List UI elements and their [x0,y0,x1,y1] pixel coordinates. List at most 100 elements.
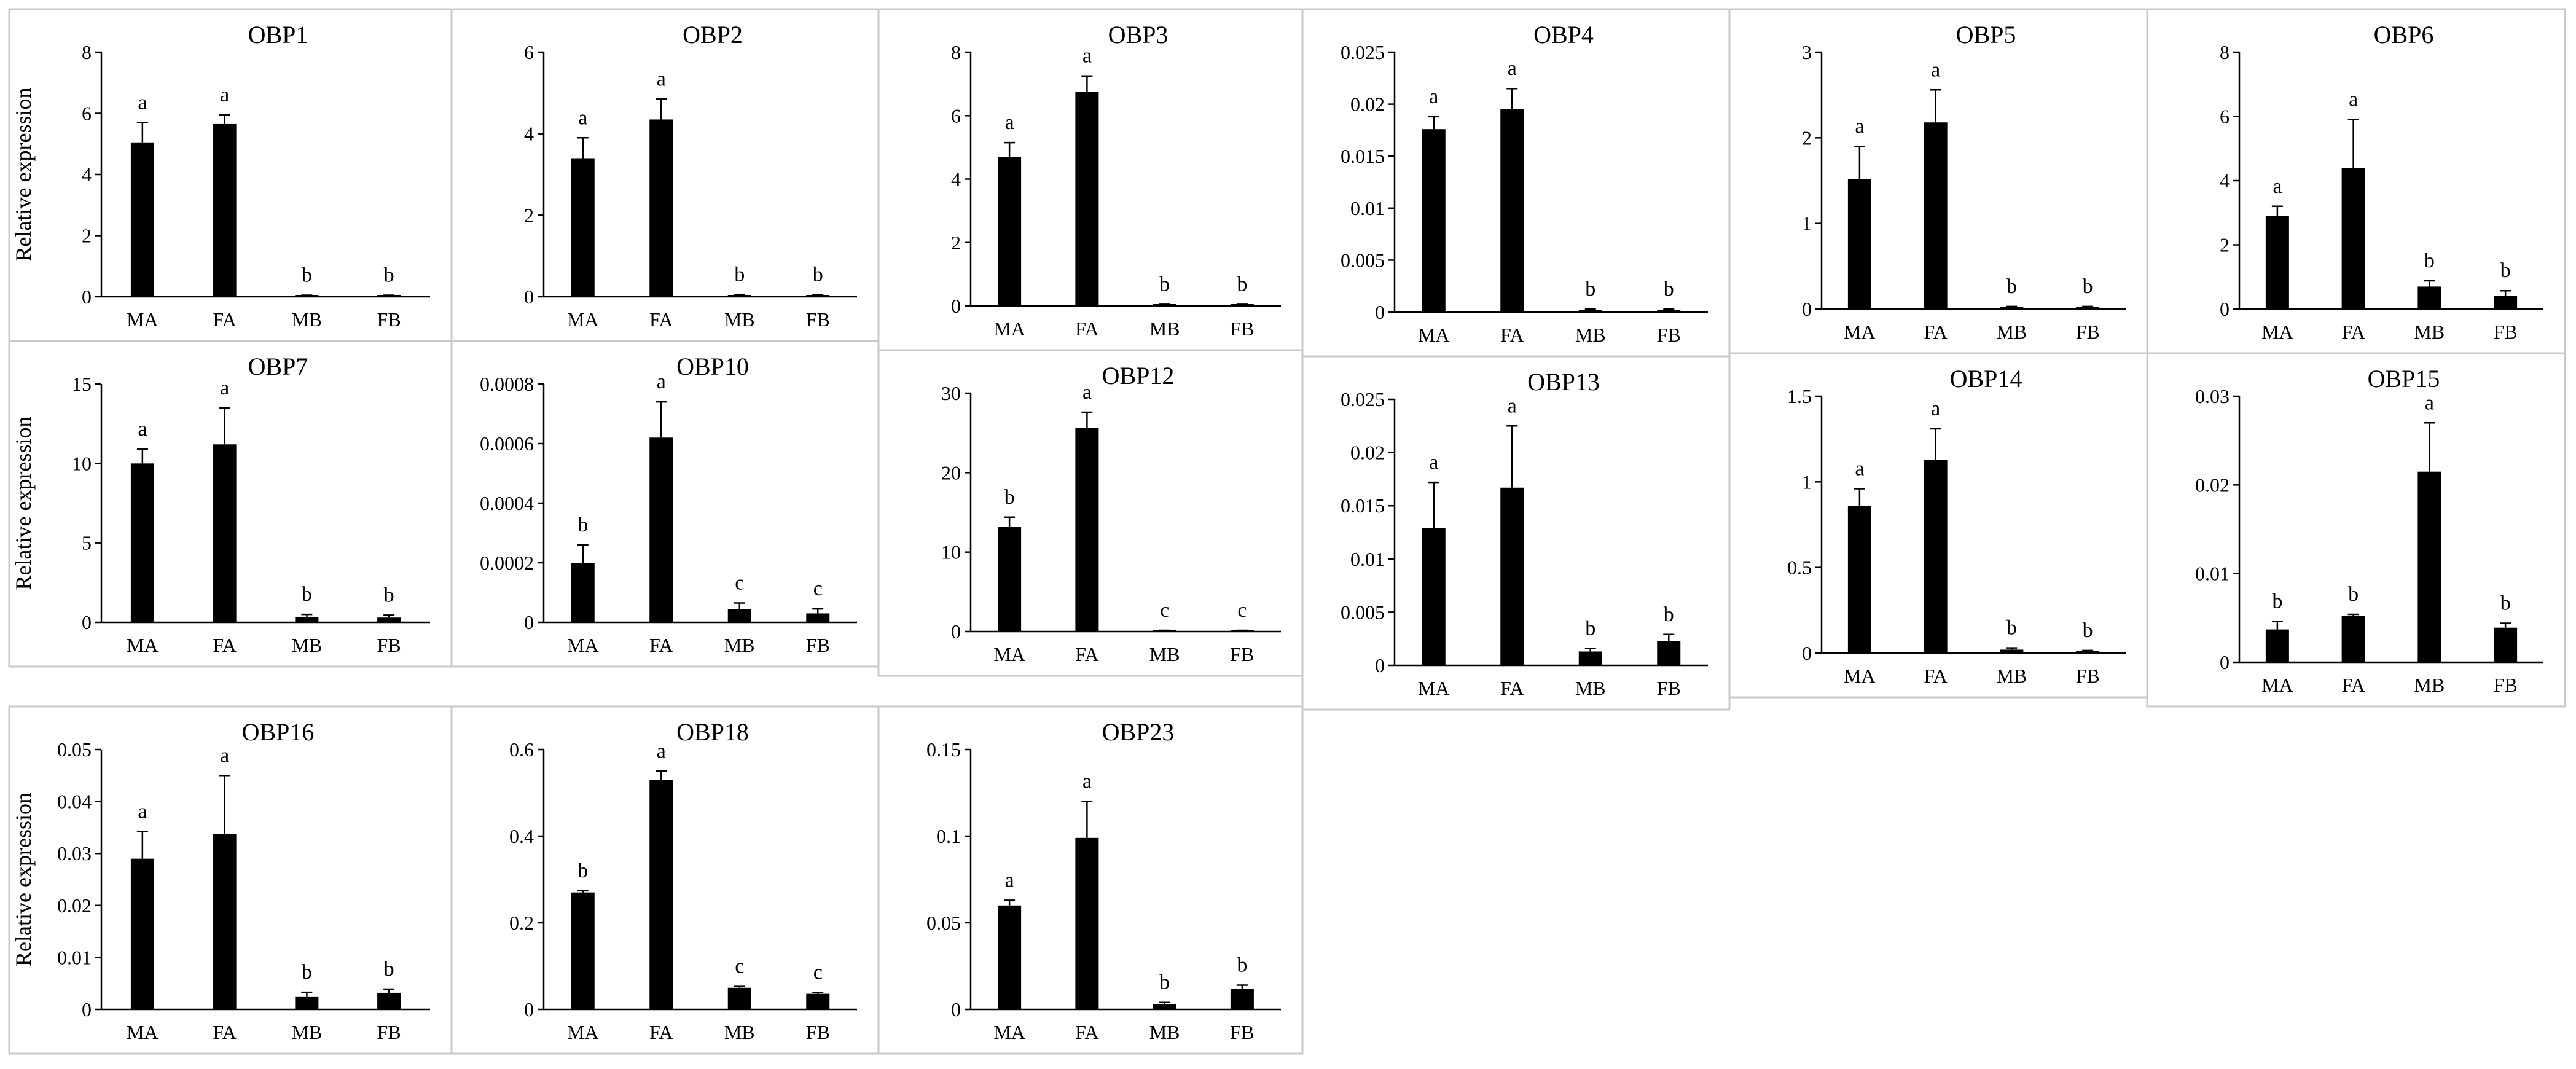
significance-letter: b [813,264,823,286]
y-tick-label: 0 [951,998,961,1020]
chart-panel-obp18: OBP18 0 0.2 0.4 0.6 b MA a FA c MB c FB [450,705,880,1055]
significance-letter: b [302,961,312,984]
chart-title: OBP2 [683,21,743,49]
bar-fb [1230,989,1254,1009]
x-tick-label: FA [649,1021,673,1043]
bar-mb [2000,649,2024,653]
significance-letter: a [1855,115,1864,138]
significance-letter: b [2500,592,2511,614]
significance-letter: a [138,418,147,441]
x-tick-label: MB [1149,1021,1180,1043]
y-tick-label: 8 [82,41,92,63]
x-tick-label: FA [1924,665,1948,687]
significance-letter: b [384,584,394,606]
x-tick-label: FB [2494,674,2518,696]
x-tick-label: FA [213,308,237,331]
bar-ma [130,142,154,297]
bar-fb [2076,651,2100,653]
bar-fa [649,119,673,297]
bar-ma [1422,129,1446,312]
bar-ma [2265,216,2289,309]
bar-mb [1578,310,1602,312]
bar-ma [998,527,1022,632]
x-tick-label: MA [1844,321,1876,343]
x-tick-label: MB [1996,665,2027,687]
y-tick-label: 6 [951,104,961,127]
significance-letter: b [2272,590,2282,613]
x-tick-label: FA [1500,677,1524,699]
bar-mb [1153,1004,1176,1009]
chart-title: OBP5 [1956,21,2016,49]
chart-panel-obp7: OBP7 0 5 10 15 Relative expression a MA a FA b MB b F… [8,340,453,668]
significance-letter: b [2083,619,2093,642]
significance-letter: b [1237,954,1247,977]
y-tick-label: 2 [82,225,92,247]
x-tick-label: FA [1075,318,1099,340]
chart-panel-obp12: OBP12 0 10 20 30 b MA a FA c MB c FB [877,349,1304,677]
significance-letter: a [220,744,229,767]
x-tick-label: MB [724,308,755,331]
x-tick-label: FA [213,1021,237,1043]
x-tick-label: MA [567,634,599,656]
y-tick-label: 0.01 [1350,548,1385,570]
x-tick-label: MB [2414,674,2445,696]
x-tick-label: FB [377,1021,401,1043]
y-tick-label: 3 [1802,41,1812,63]
x-tick-label: MB [724,634,755,656]
bar-fb [1657,310,1681,312]
x-tick-label: MA [127,634,159,656]
y-tick-label: 6 [2220,106,2230,128]
bar-mb [2417,286,2441,309]
chart-panel-obp3: OBP3 0 2 4 6 8 a MA a FA b MB b FB [877,8,1304,351]
significance-letter: a [1429,451,1438,474]
y-tick-label: 4 [2220,170,2230,192]
y-tick-label: 10 [941,541,961,563]
x-tick-label: FB [1230,643,1254,665]
significance-letter: a [2349,88,2358,111]
bar-fb [2494,296,2518,309]
chart-panel-obp13: OBP13 0 0.005 0.01 0.015 0.02 0.025 a MA a FA b MB b F… [1301,355,1731,711]
bar-mb [295,616,319,622]
bar-ma [998,157,1022,306]
x-tick-label: MA [127,308,159,331]
significance-letter: a [657,740,666,762]
chart-title: OBP10 [676,353,749,380]
bar-ma [130,463,154,622]
significance-letter: b [2006,617,2017,640]
significance-letter: b [2500,259,2511,282]
y-tick-label: 0.015 [1341,495,1385,517]
x-tick-label: FB [806,308,830,331]
y-tick-label: 0.0004 [480,492,534,514]
y-tick-label: 6 [82,103,92,125]
y-tick-label: 0 [82,286,92,308]
bar-fa [1924,460,1948,653]
bar-ma [1847,506,1871,653]
bar-fb [2494,627,2518,662]
x-tick-label: MB [2414,321,2445,343]
x-tick-label: MA [2261,674,2293,696]
bar-ma [1847,179,1871,309]
significance-letter: c [813,578,823,600]
x-tick-label: FA [2341,321,2365,343]
y-tick-label: 0.015 [1341,145,1385,167]
y-tick-label: 0 [1375,301,1385,323]
y-tick-label: 0.05 [57,738,92,761]
bar-fb [806,613,830,622]
x-tick-label: FA [1924,321,1948,343]
significance-letter: a [2425,391,2434,414]
x-tick-label: MA [993,318,1025,340]
y-tick-label: 8 [2220,41,2230,63]
y-tick-label: 0 [951,295,961,317]
significance-letter: a [1931,397,1940,420]
y-tick-label: 30 [941,382,961,404]
x-tick-label: MA [1418,324,1450,346]
significance-letter: b [302,583,312,606]
bar-fb [2076,307,2100,309]
y-tick-label: 4 [524,123,534,145]
x-tick-label: FB [377,634,401,656]
y-tick-label: 0.0008 [480,373,534,395]
y-tick-label: 4 [82,163,92,186]
y-tick-label: 0.2 [509,912,534,934]
chart-panel-obp14: OBP14 0 0.5 1 1.5 a MA a FA b MB b FB [1728,352,2148,699]
y-tick-label: 0.02 [57,895,92,917]
